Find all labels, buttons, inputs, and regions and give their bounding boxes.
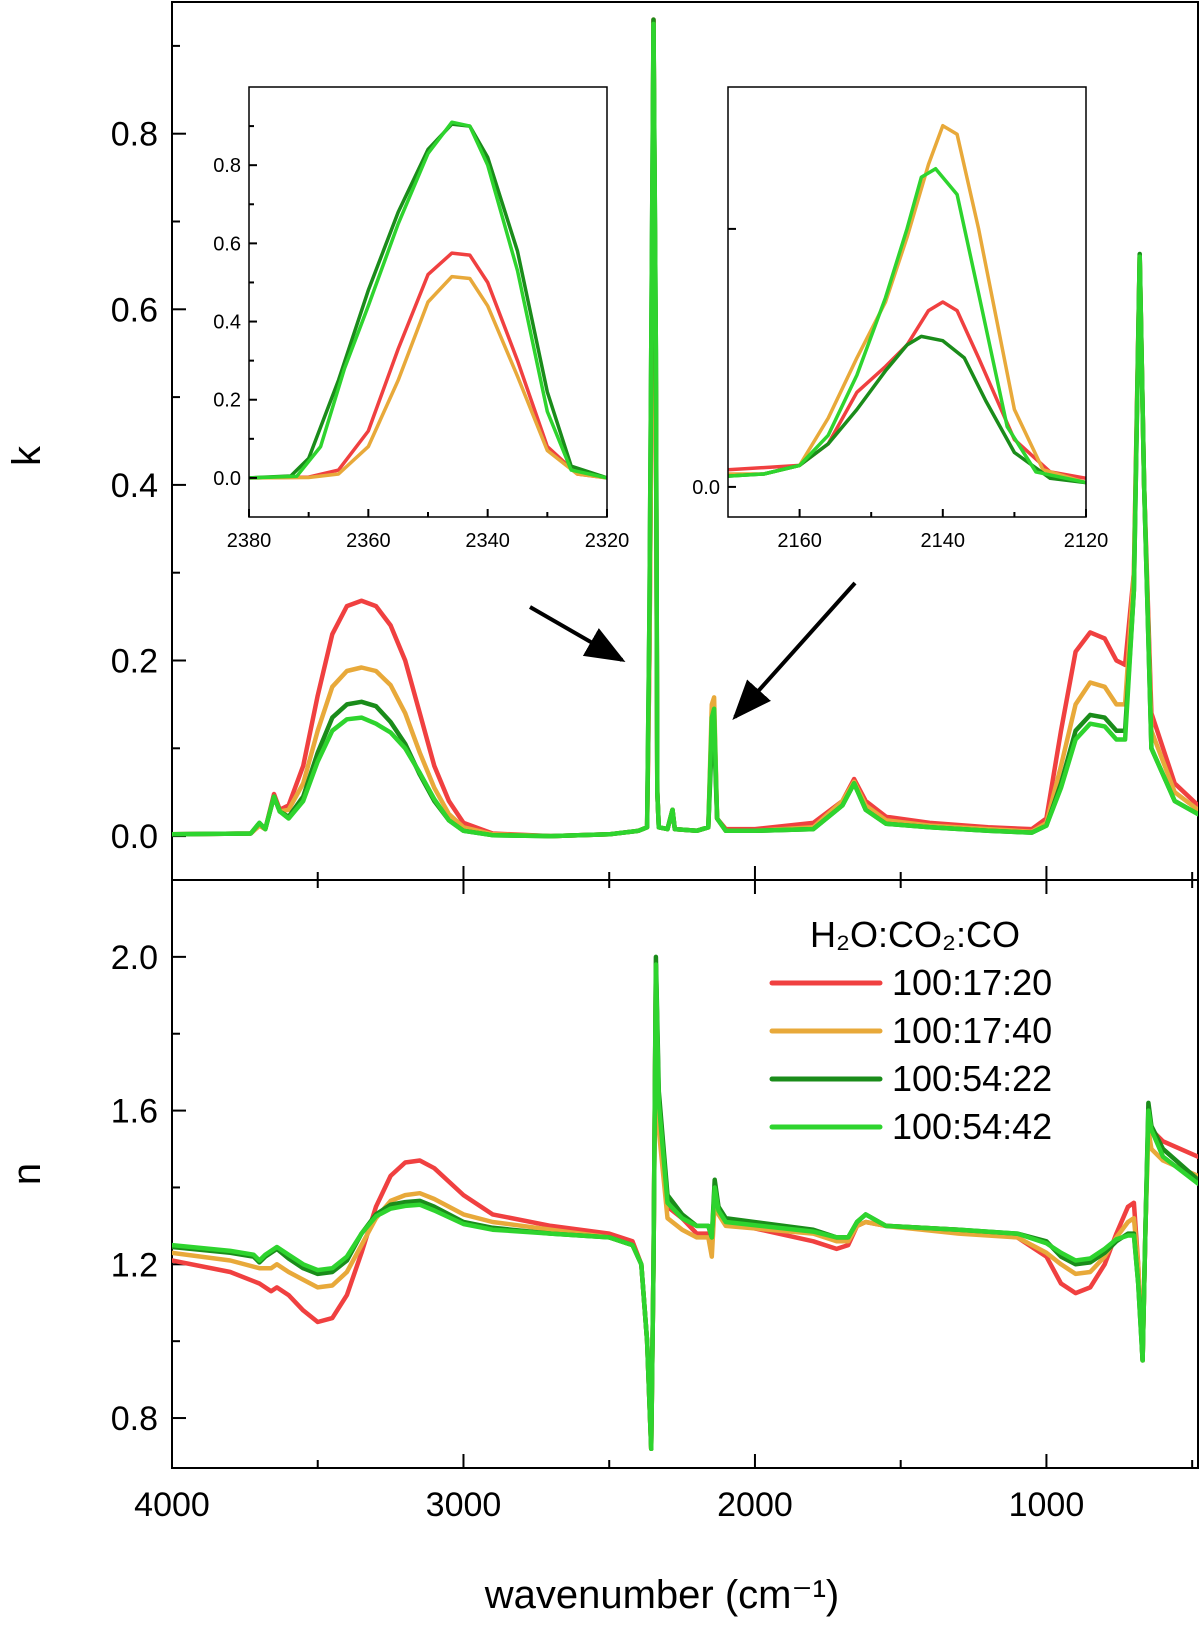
k-ytick-label: 0.8 — [111, 116, 158, 154]
inset-co2-ticks: 0.0 0.2 0.4 0.6 0.8 2380 2360 2340 2320 — [213, 125, 630, 552]
n-axis-title: n — [5, 1163, 49, 1185]
n-ytick-label: 2.0 — [111, 939, 158, 977]
n-xtick-label: 2000 — [717, 1486, 793, 1524]
inset-co-xtick-label: 2120 — [1064, 530, 1109, 552]
k-axis-title: k — [5, 445, 49, 466]
inset-co-ytick-label: 0.0 — [692, 477, 720, 499]
k-ytick-label: 0.4 — [111, 467, 158, 505]
inset-co2-xtick-label: 2320 — [585, 530, 630, 552]
inset-co-ticks: 0.0 2160 2140 2120 — [692, 227, 1109, 552]
inset-co2-series-group — [249, 120, 607, 480]
inset-co-xtick-label: 2160 — [777, 530, 822, 552]
inset-co2-ytick-label: 0.8 — [213, 155, 241, 177]
inset-co-series-group — [728, 123, 1086, 485]
n-series-group — [172, 954, 1198, 1452]
legend-label-3: 100:54:22 — [892, 1058, 1052, 1099]
legend-title: H₂O:CO₂:CO — [810, 914, 1020, 955]
legend-label-2: 100:17:40 — [892, 1010, 1052, 1051]
inset-co-xtick-label: 2140 — [921, 530, 966, 552]
n-series-4 — [172, 962, 1198, 1452]
k-ytick-label: 0.0 — [111, 818, 158, 856]
legend: H₂O:CO₂:CO 100:17:20 100:17:40 100:54:22 10… — [769, 914, 1052, 1147]
x-axis-title: wavenumber (cm⁻¹) — [484, 1573, 840, 1617]
legend-label-4: 100:54:42 — [892, 1106, 1052, 1147]
inset-co2-ytick-label: 0.0 — [213, 468, 241, 490]
arrow-to-co2-peak — [529, 605, 626, 662]
k-series-4 — [172, 21, 1198, 839]
n-xtick-label: 3000 — [426, 1486, 502, 1524]
k-series-group — [172, 17, 1198, 839]
n-xtick-label: 1000 — [1009, 1486, 1085, 1524]
inset-co-series-4 — [728, 166, 1086, 485]
arrow-to-co-peak — [732, 581, 857, 720]
inset-co2-ytick-label: 0.6 — [213, 233, 241, 255]
n-axis-ticks: 0.8 1.2 1.6 2.0 4000 3000 2000 1000 — [111, 879, 1194, 1524]
n-xtick-label: 4000 — [134, 1486, 210, 1524]
k-axis-ticks: 0.0 0.2 0.4 0.6 0.8 — [111, 44, 1194, 880]
inset-co2-xtick-label: 2340 — [465, 530, 510, 552]
inset-co-frame — [727, 86, 1087, 518]
inset-co2-series-4 — [249, 120, 607, 480]
inset-co2-xtick-label: 2360 — [346, 530, 391, 552]
k-ytick-label: 0.6 — [111, 291, 158, 329]
k-ytick-label: 0.2 — [111, 643, 158, 681]
n-ytick-label: 0.8 — [111, 1400, 158, 1438]
inset-co2-xtick-label: 2380 — [227, 530, 272, 552]
inset-co2-ytick-label: 0.2 — [213, 390, 241, 412]
n-ytick-label: 1.2 — [111, 1246, 158, 1284]
inset-co-series-2 — [728, 123, 1086, 485]
inset-co-background — [728, 87, 1086, 517]
n-series-3 — [172, 954, 1198, 1452]
inset-co2-ytick-label: 0.4 — [213, 312, 241, 334]
inset-co2-series-2 — [249, 274, 607, 480]
n-ytick-label: 1.6 — [111, 1093, 158, 1131]
legend-label-1: 100:17:20 — [892, 962, 1052, 1003]
